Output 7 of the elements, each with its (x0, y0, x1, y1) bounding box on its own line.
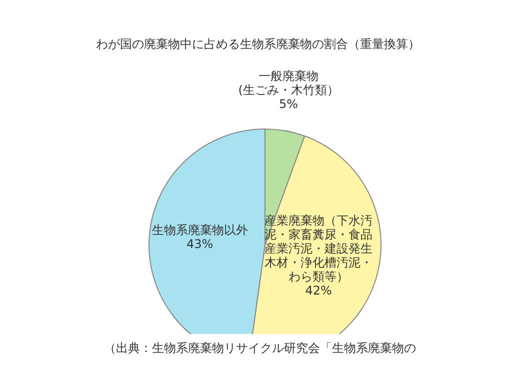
data-label: 42% (305, 284, 332, 298)
chart-title: わが国の廃棄物中に占める生物系廃棄物の割合（重量換算） (95, 36, 421, 53)
slice-label: 一般廃棄物(生ごみ・木竹類） (238, 68, 339, 97)
slice-label: 生物系廃棄物以外 (152, 222, 248, 237)
data-label: 5% (279, 96, 298, 111)
text: （出典：生物系廃棄物リサイクル研究会「生物系廃棄物の (104, 340, 416, 357)
data-label: 43% (186, 236, 214, 251)
